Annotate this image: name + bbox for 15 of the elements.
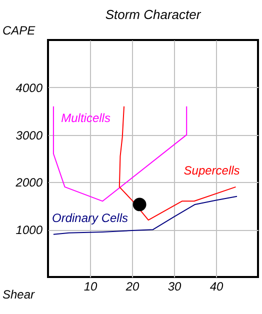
series-label: Multicells xyxy=(61,111,110,126)
x-tick-label: 20 xyxy=(124,280,140,294)
y-tick-label: 1000 xyxy=(16,223,43,238)
chart-title: Storm Character xyxy=(105,7,202,22)
x-axis-title: Shear xyxy=(2,288,36,302)
x-tick-label: 10 xyxy=(84,280,98,294)
y-tick-label: 3000 xyxy=(16,128,43,142)
x-tick-label: 30 xyxy=(168,280,182,294)
x-tick-label: 40 xyxy=(210,280,224,294)
series-label: Ordinary Cells xyxy=(52,210,128,225)
y-tick-label: 4000 xyxy=(16,80,43,95)
series-label: Supercells xyxy=(184,163,240,178)
line-series xyxy=(52,196,238,235)
y-axis-title: CAPE xyxy=(2,24,36,38)
y-tick-label: 2000 xyxy=(14,176,43,190)
